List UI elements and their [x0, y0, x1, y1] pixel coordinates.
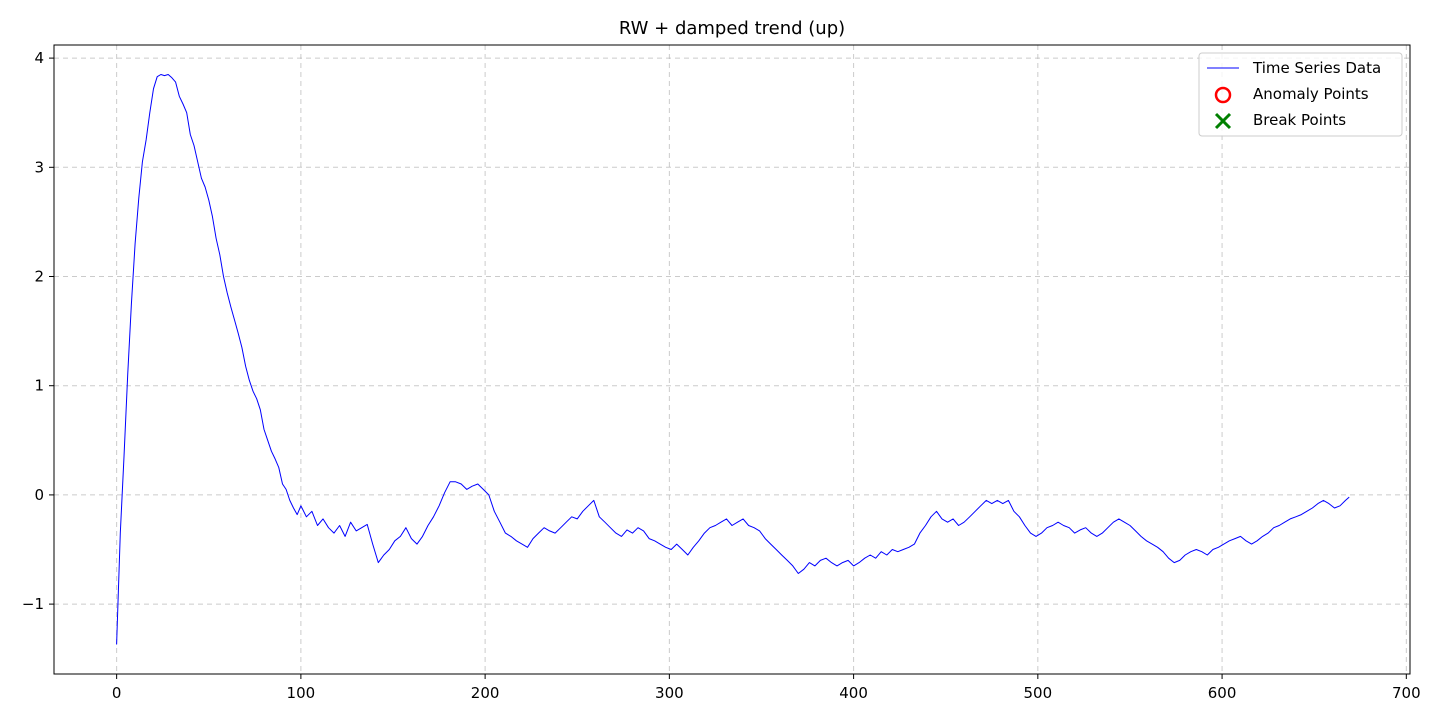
y-tick-label: 3 — [34, 158, 44, 176]
legend-anomaly-marker — [1214, 86, 1232, 104]
x-tick-label: 400 — [839, 684, 868, 702]
legend-break-marker — [1214, 112, 1232, 130]
y-tick-label: 1 — [34, 377, 44, 395]
series-layer — [116, 74, 1350, 645]
y-tick-label: 4 — [34, 49, 44, 67]
x-tick-label: 700 — [1392, 684, 1421, 702]
x-tick-label: 300 — [655, 684, 684, 702]
legend-label-break: Break Points — [1253, 111, 1346, 129]
y-tick-label: −1 — [22, 595, 44, 613]
x-axis: 0 100 200 300 400 500 600 700 — [112, 674, 1421, 702]
legend-label-anomaly: Anomaly Points — [1253, 85, 1369, 103]
grid — [54, 45, 1410, 674]
legend-x-stroke — [1214, 112, 1232, 130]
y-axis: −1 0 1 2 3 4 — [22, 49, 54, 613]
series-line — [116, 74, 1350, 645]
y-tick-label: 2 — [34, 268, 44, 286]
legend: Time Series Data Anomaly Points Break Po… — [1198, 52, 1403, 137]
legend-label-series: Time Series Data — [1252, 59, 1381, 77]
x-tick-label: 200 — [471, 684, 500, 702]
x-tick-label: 500 — [1024, 684, 1053, 702]
x-tick-label: 600 — [1208, 684, 1237, 702]
legend-box — [1198, 52, 1403, 137]
x-tick-label: 100 — [287, 684, 316, 702]
y-tick-label: 0 — [34, 486, 44, 504]
plot-frame — [53, 44, 1411, 675]
x-tick-label: 0 — [112, 684, 122, 702]
chart-title: RW + damped trend (up) — [619, 18, 845, 39]
